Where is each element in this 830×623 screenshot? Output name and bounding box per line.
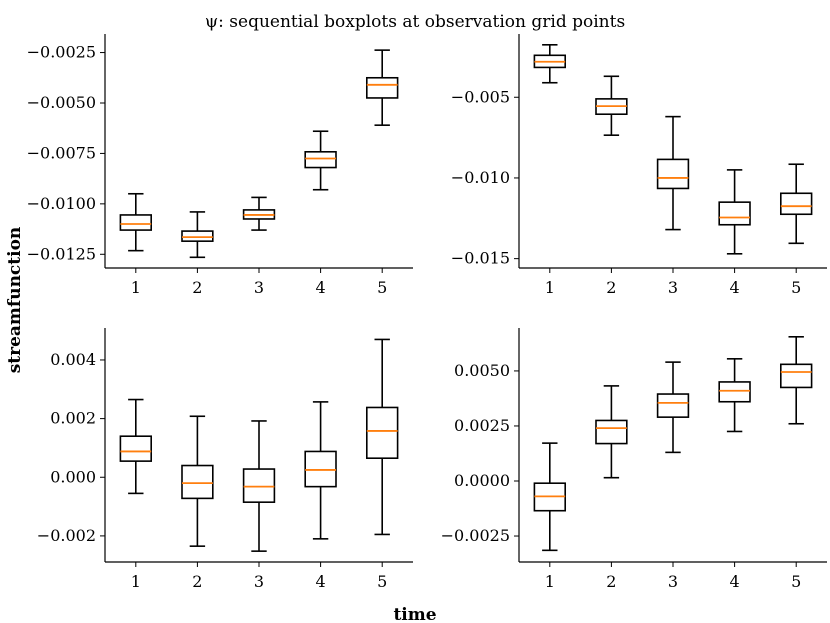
figure-title: ψ: sequential boxplots at observation gr… — [205, 12, 625, 32]
y-tick-label: −0.0025 — [27, 43, 96, 62]
y-tick-label: −0.0125 — [27, 244, 96, 263]
x-tick-label: 1 — [545, 278, 555, 297]
x-tick-label: 4 — [316, 572, 326, 591]
y-tick-label: 0.002 — [50, 409, 96, 428]
y-tick-label: 0.004 — [50, 350, 96, 369]
box — [181, 464, 214, 500]
y-tick-label: −0.0075 — [27, 143, 96, 162]
y-axis-label: streamfunction — [5, 227, 25, 374]
x-tick-label: 5 — [791, 572, 801, 591]
box — [718, 201, 751, 226]
y-tick-label: −0.010 — [451, 168, 510, 187]
y-tick-label: −0.0025 — [441, 526, 510, 545]
y-tick-label: −0.0100 — [27, 194, 96, 213]
x-tick-label: 1 — [131, 278, 141, 297]
y-tick-label: −0.005 — [451, 87, 510, 106]
y-tick-label: −0.002 — [37, 526, 96, 545]
box — [718, 381, 751, 403]
x-tick-label: 5 — [791, 278, 801, 297]
y-tick-label: 0.000 — [50, 467, 96, 486]
x-tick-label: 1 — [131, 572, 141, 591]
y-tick-label: 0.0025 — [454, 416, 510, 435]
y-tick-label: 0.0050 — [454, 361, 510, 380]
panel-bottom-right: −0.0025 0.0000 0.0025 0.0050 1 2 3 4 5 — [441, 328, 827, 591]
box — [304, 151, 337, 169]
box — [779, 192, 813, 216]
x-tick-label: 5 — [377, 572, 387, 591]
x-tick-label: 2 — [606, 278, 616, 297]
box — [595, 419, 628, 445]
x-axis-label: time — [393, 605, 436, 623]
box — [242, 468, 276, 503]
x-tick-label: 2 — [192, 278, 202, 297]
box — [779, 363, 813, 389]
x-tick-label: 3 — [668, 572, 678, 591]
x-tick-label: 4 — [316, 278, 326, 297]
x-tick-label: 4 — [730, 278, 740, 297]
x-tick-label: 5 — [377, 278, 387, 297]
y-tick-label: −0.0050 — [27, 93, 96, 112]
box — [181, 230, 214, 242]
panel-top-left: −0.0125 −0.0100 −0.0075 −0.0050 −0.0025 1 2 3 4 5 — [27, 34, 413, 297]
x-tick-label: 3 — [254, 278, 264, 297]
panel-top-right: −0.015 −0.010 −0.005 1 2 3 4 5 — [451, 34, 827, 297]
box — [365, 406, 399, 459]
x-tick-label: 3 — [254, 572, 264, 591]
box — [119, 435, 153, 462]
box — [119, 214, 153, 231]
y-tick-label: −0.015 — [451, 249, 510, 268]
x-tick-label: 1 — [545, 572, 555, 591]
x-tick-label: 4 — [730, 572, 740, 591]
x-tick-label: 2 — [606, 572, 616, 591]
box — [656, 158, 690, 190]
x-tick-label: 2 — [192, 572, 202, 591]
y-tick-label: 0.0000 — [454, 471, 510, 490]
box — [656, 393, 690, 418]
box — [365, 76, 399, 99]
x-tick-label: 3 — [668, 278, 678, 297]
panel-bottom-left: −0.002 0.000 0.002 0.004 1 2 3 4 5 — [37, 328, 413, 591]
